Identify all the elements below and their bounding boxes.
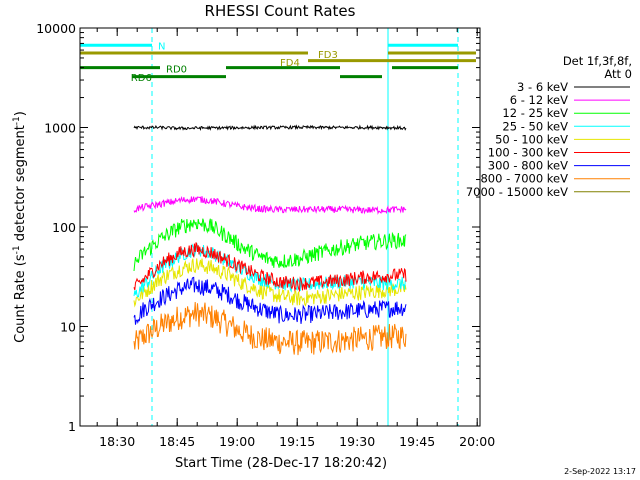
y-axis-label-main: Count Rate (s (13, 254, 28, 343)
series-line-1 (133, 124, 407, 131)
y-tick-label-4: 1000 (44, 121, 76, 136)
state-bar-label-5: RD6 (131, 73, 152, 84)
legend-label-2: 6 - 12 keV (510, 93, 568, 107)
y-tick-label-3: 100 (52, 220, 76, 235)
legend-label-7: 300 - 800 keV (488, 159, 568, 173)
y-axis-label-mid: detector segment (13, 125, 28, 245)
legend-header-line-2: Att 0 (604, 67, 632, 81)
y-axis-label-sup2: -1 (12, 116, 22, 125)
x-tick-label-1: 18:30 (99, 434, 135, 449)
x-axis-label: Start Time (28-Dec-17 18:20:42) (175, 456, 387, 471)
series-line-3 (133, 218, 407, 272)
legend-label-3: 12 - 25 keV (502, 106, 568, 120)
state-bar-label-3: FD4 (280, 58, 300, 69)
legend-label-6: 100 - 300 keV (488, 146, 568, 160)
y-axis-label-end: ) (13, 111, 28, 116)
series-line-8 (133, 301, 407, 356)
legend-label-5: 50 - 100 keV (495, 132, 568, 146)
series-line-7 (133, 276, 407, 325)
state-bar-label-1: N (158, 41, 165, 52)
axes-layer (79, 27, 481, 427)
legend-header-line-1: Det 1f,3f,8f, (563, 54, 632, 68)
footer-timestamp: 2-Sep-2022 13:17 (564, 467, 636, 476)
x-tick-label-3: 19:00 (219, 434, 255, 449)
y-axis-label: Count Rate (s-1 detector segment-1) (12, 111, 28, 343)
x-tick-label-6: 19:45 (399, 434, 435, 449)
legend-label-1: 3 - 6 keV (517, 80, 568, 94)
legend-label-4: 25 - 50 keV (502, 119, 568, 133)
legend-label-9: 7000 - 15000 keV (466, 185, 568, 199)
series-line-5 (133, 258, 407, 308)
x-tick-label-4: 19:15 (279, 434, 315, 449)
series-line-4 (133, 242, 407, 298)
attenuator-bars-layer: N FD3 FD4 RD0 RD6 (80, 41, 476, 84)
plot-frame (79, 27, 481, 427)
series-line-2 (133, 195, 407, 215)
x-tick-label-2: 18:45 (159, 434, 195, 449)
state-bar-label-4: RD0 (166, 65, 187, 76)
y-tick-label-1: 1 (68, 419, 76, 434)
x-tick-label-7: 20:00 (459, 434, 495, 449)
state-bar-label-2: FD3 (318, 50, 338, 61)
legend-label-8: 800 - 7000 keV (480, 172, 568, 186)
plot-data-layer (79, 28, 459, 426)
chart-title: RHESSI Count Rates (205, 2, 356, 20)
y-axis-label-sup1: -1 (12, 245, 22, 254)
y-tick-label-5: 10000 (36, 21, 76, 36)
series-line-6 (133, 242, 407, 293)
x-tick-label-5: 19:30 (339, 434, 375, 449)
tick-layer: 18:30 18:45 19:00 19:15 19:30 19:45 20:00 1 10 10… (36, 21, 495, 449)
y-tick-label-2: 10 (60, 320, 76, 335)
